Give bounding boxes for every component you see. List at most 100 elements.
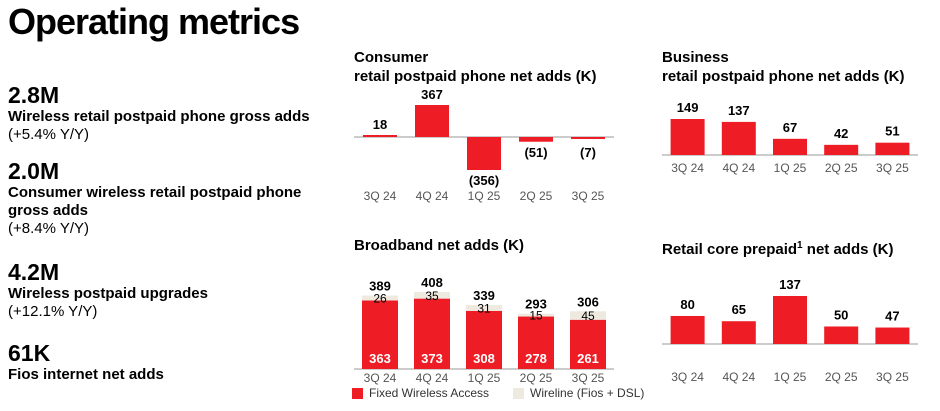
prepaid-title-main: Retail core prepaid [662, 241, 798, 258]
metric-description: Wireless retail postpaid phone gross add… [8, 108, 310, 125]
consumer-category-label: 4Q 24 [416, 189, 449, 203]
consumer-title-line1: Consumer [354, 49, 429, 66]
metric-consumer-gross-adds: 2.0M Consumer wireless retail postpaid p… [8, 158, 338, 238]
broadband-fwa-label: 278 [525, 351, 547, 366]
consumer-category-label: 3Q 25 [572, 189, 605, 203]
consumer-chart-title: Consumer retail postpaid phone net adds … [354, 48, 597, 86]
broadband-bar-fwa [466, 310, 502, 369]
business-bar [875, 142, 910, 155]
prepaid-category-label: 3Q 25 [876, 370, 909, 384]
prepaid-chart-title: Retail core prepaid1 net adds (K) [662, 236, 893, 259]
business-category-label: 4Q 24 [722, 161, 755, 175]
broadband-total-label: 306 [577, 294, 599, 309]
consumer-bar [519, 137, 553, 142]
prepaid-category-label: 4Q 24 [722, 370, 755, 384]
broadband-category-label: 2Q 25 [520, 371, 553, 385]
prepaid-title-tail: net adds (K) [802, 241, 894, 258]
broadband-fwa-label: 308 [473, 351, 495, 366]
business-category-label: 3Q 24 [671, 161, 704, 175]
metric-change: (+12.1% Y/Y) [8, 303, 98, 320]
metric-fios: 61K Fios internet net adds [8, 340, 338, 384]
broadband-total-label: 408 [421, 275, 443, 290]
broadband-total-label: 389 [369, 279, 391, 294]
business-category-label: 2Q 25 [825, 161, 858, 175]
metric-change: (+8.4% Y/Y) [8, 220, 90, 237]
broadband-fwa-label: 363 [369, 351, 391, 366]
legend-label-fwa: Fixed Wireless Access [369, 386, 490, 400]
broadband-category-label: 3Q 25 [572, 371, 605, 385]
broadband-bar-wireline [518, 313, 554, 317]
business-category-label: 1Q 25 [774, 161, 807, 175]
prepaid-data-label: 50 [834, 307, 848, 322]
broadband-category-label: 4Q 24 [416, 371, 449, 385]
broadband-bar-fwa [518, 316, 554, 369]
consumer-data-label: 18 [373, 117, 387, 132]
prepaid-category-label: 2Q 25 [825, 370, 858, 384]
consumer-bar [571, 137, 605, 139]
business-chart-title: Business retail postpaid phone net adds … [662, 48, 905, 86]
broadband-total-label: 293 [525, 297, 547, 312]
metric-value: 4.2M [8, 259, 60, 285]
broadband-fwa-label: 261 [577, 351, 599, 366]
consumer-category-label: 2Q 25 [520, 189, 553, 203]
prepaid-category-label: 1Q 25 [774, 370, 807, 384]
business-category-label: 3Q 25 [876, 161, 909, 175]
prepaid-bar [721, 321, 756, 344]
broadband-bar-wireline [362, 295, 398, 301]
consumer-data-label: 367 [421, 87, 443, 102]
broadband-wireline-label: 26 [373, 292, 387, 306]
metric-description: Wireless postpaid upgrades [8, 285, 208, 302]
page-title: Operating metrics [8, 1, 300, 42]
prepaid-bar [773, 296, 807, 344]
business-bar [824, 144, 859, 155]
metric-value: 2.8M [8, 82, 60, 108]
prepaid-bar [824, 326, 859, 344]
prepaid-data-label: 137 [779, 277, 801, 292]
consumer-data-label: (51) [524, 145, 547, 160]
prepaid-category-label: 3Q 24 [671, 370, 704, 384]
broadband-bar-fwa [570, 319, 606, 369]
legend-swatch-wireline [513, 387, 525, 399]
business-bar [721, 121, 756, 155]
business-title-line1: Business [662, 49, 729, 66]
business-data-label: 42 [834, 126, 848, 141]
consumer-title-line2: retail postpaid phone net adds (K) [354, 68, 597, 85]
business-data-label: 67 [783, 120, 797, 135]
metric-description: Fios internet net adds [8, 366, 164, 383]
metric-value: 2.0M [8, 158, 60, 184]
metric-description: Consumer wireless retail postpaid phone … [8, 184, 302, 219]
prepaid-data-label: 47 [885, 309, 899, 324]
consumer-category-label: 3Q 24 [364, 189, 397, 203]
broadband-wireline-label: 35 [425, 289, 439, 303]
prepaid-title-footnote: 1 [797, 240, 803, 251]
broadband-bar-fwa [414, 298, 450, 369]
business-data-label: 149 [677, 100, 699, 115]
broadband-legend: Fixed Wireless Access Wireline (Fios + D… [352, 386, 644, 400]
business-bar [773, 138, 807, 155]
business-title-line2: retail postpaid phone net adds (K) [662, 68, 905, 85]
consumer-bar [415, 105, 449, 137]
broadband-total-label: 339 [473, 288, 495, 303]
broadband-wireline-label: 45 [581, 309, 595, 323]
broadband-bar-wireline [466, 305, 502, 311]
consumer-bar [467, 137, 501, 170]
prepaid-data-label: 65 [732, 302, 746, 317]
prepaid-bar [670, 315, 705, 344]
broadband-category-label: 1Q 25 [468, 371, 501, 385]
business-data-label: 137 [728, 103, 750, 118]
broadband-category-label: 3Q 24 [364, 371, 397, 385]
consumer-data-label: (7) [580, 145, 596, 160]
broadband-fwa-label: 373 [421, 351, 443, 366]
metric-change: (+5.4% Y/Y) [8, 126, 90, 143]
consumer-bar [363, 135, 397, 137]
broadband-wireline-label: 31 [477, 301, 491, 315]
consumer-data-label: (356) [469, 173, 499, 188]
prepaid-bar [875, 327, 910, 344]
legend-label-wireline: Wireline (Fios + DSL) [530, 386, 645, 400]
metric-gross-adds: 2.8M Wireless retail postpaid phone gros… [8, 82, 338, 144]
business-data-label: 51 [885, 124, 899, 139]
broadband-bar-fwa [362, 300, 398, 369]
legend-swatch-fwa [352, 387, 363, 399]
metric-value: 61K [8, 340, 51, 366]
